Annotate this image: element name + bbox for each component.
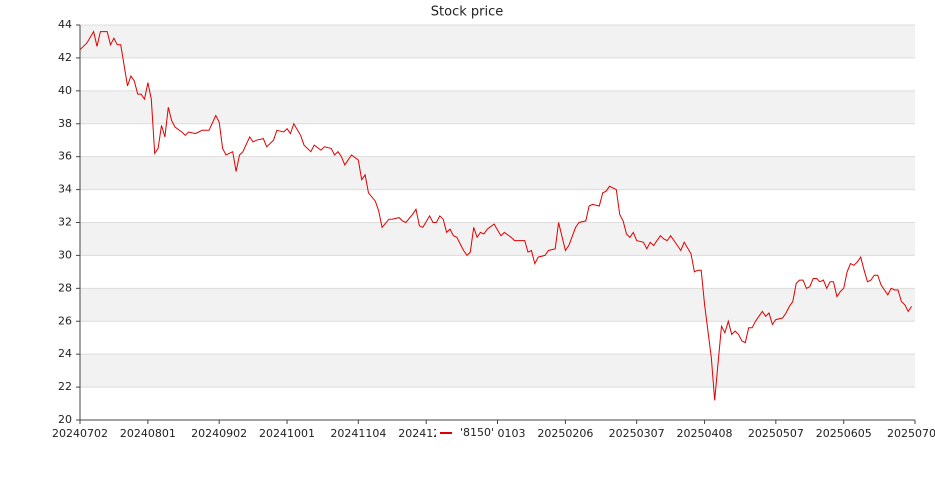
y-tick-label: 36 xyxy=(58,150,72,163)
x-tick-label: 20250307 xyxy=(609,427,665,440)
y-tick-label: 40 xyxy=(58,84,72,97)
grid-band xyxy=(80,222,915,256)
chart-title: Stock price xyxy=(431,5,503,20)
y-tick-label: 44 xyxy=(58,18,72,31)
y-tick-label: 20 xyxy=(58,413,72,426)
y-tick-label: 42 xyxy=(58,51,72,64)
grid-band xyxy=(80,25,915,58)
legend-box xyxy=(436,425,498,441)
x-tick-label: 20241001 xyxy=(259,427,315,440)
x-tick-label: 20241104 xyxy=(330,427,386,440)
grid-band xyxy=(80,90,915,124)
y-tick-label: 24 xyxy=(58,347,72,360)
x-tick-label: 20240902 xyxy=(191,427,247,440)
y-tick-label: 22 xyxy=(58,380,72,393)
price-line xyxy=(79,30,913,401)
legend-label: '8150' xyxy=(460,426,494,439)
x-tick-label: 20250206 xyxy=(537,427,593,440)
x-tick-label: 20250605 xyxy=(816,427,872,440)
x-tick-label: 20240801 xyxy=(120,427,176,440)
x-tick-label: 20250507 xyxy=(748,427,804,440)
x-tick-label: 20250704 xyxy=(887,427,935,440)
y-tick-label: 34 xyxy=(58,183,72,196)
x-tick-label: 20250408 xyxy=(677,427,733,440)
y-tick-label: 32 xyxy=(58,216,72,229)
y-tick-label: 28 xyxy=(58,281,72,294)
y-tick-label: 26 xyxy=(58,314,72,327)
y-tick-label: 30 xyxy=(58,248,72,261)
x-tick-label: 20240702 xyxy=(52,427,108,440)
y-tick-label: 38 xyxy=(58,117,72,130)
grid-band xyxy=(80,288,915,322)
grid-band xyxy=(80,156,915,190)
grid-band xyxy=(80,354,915,388)
